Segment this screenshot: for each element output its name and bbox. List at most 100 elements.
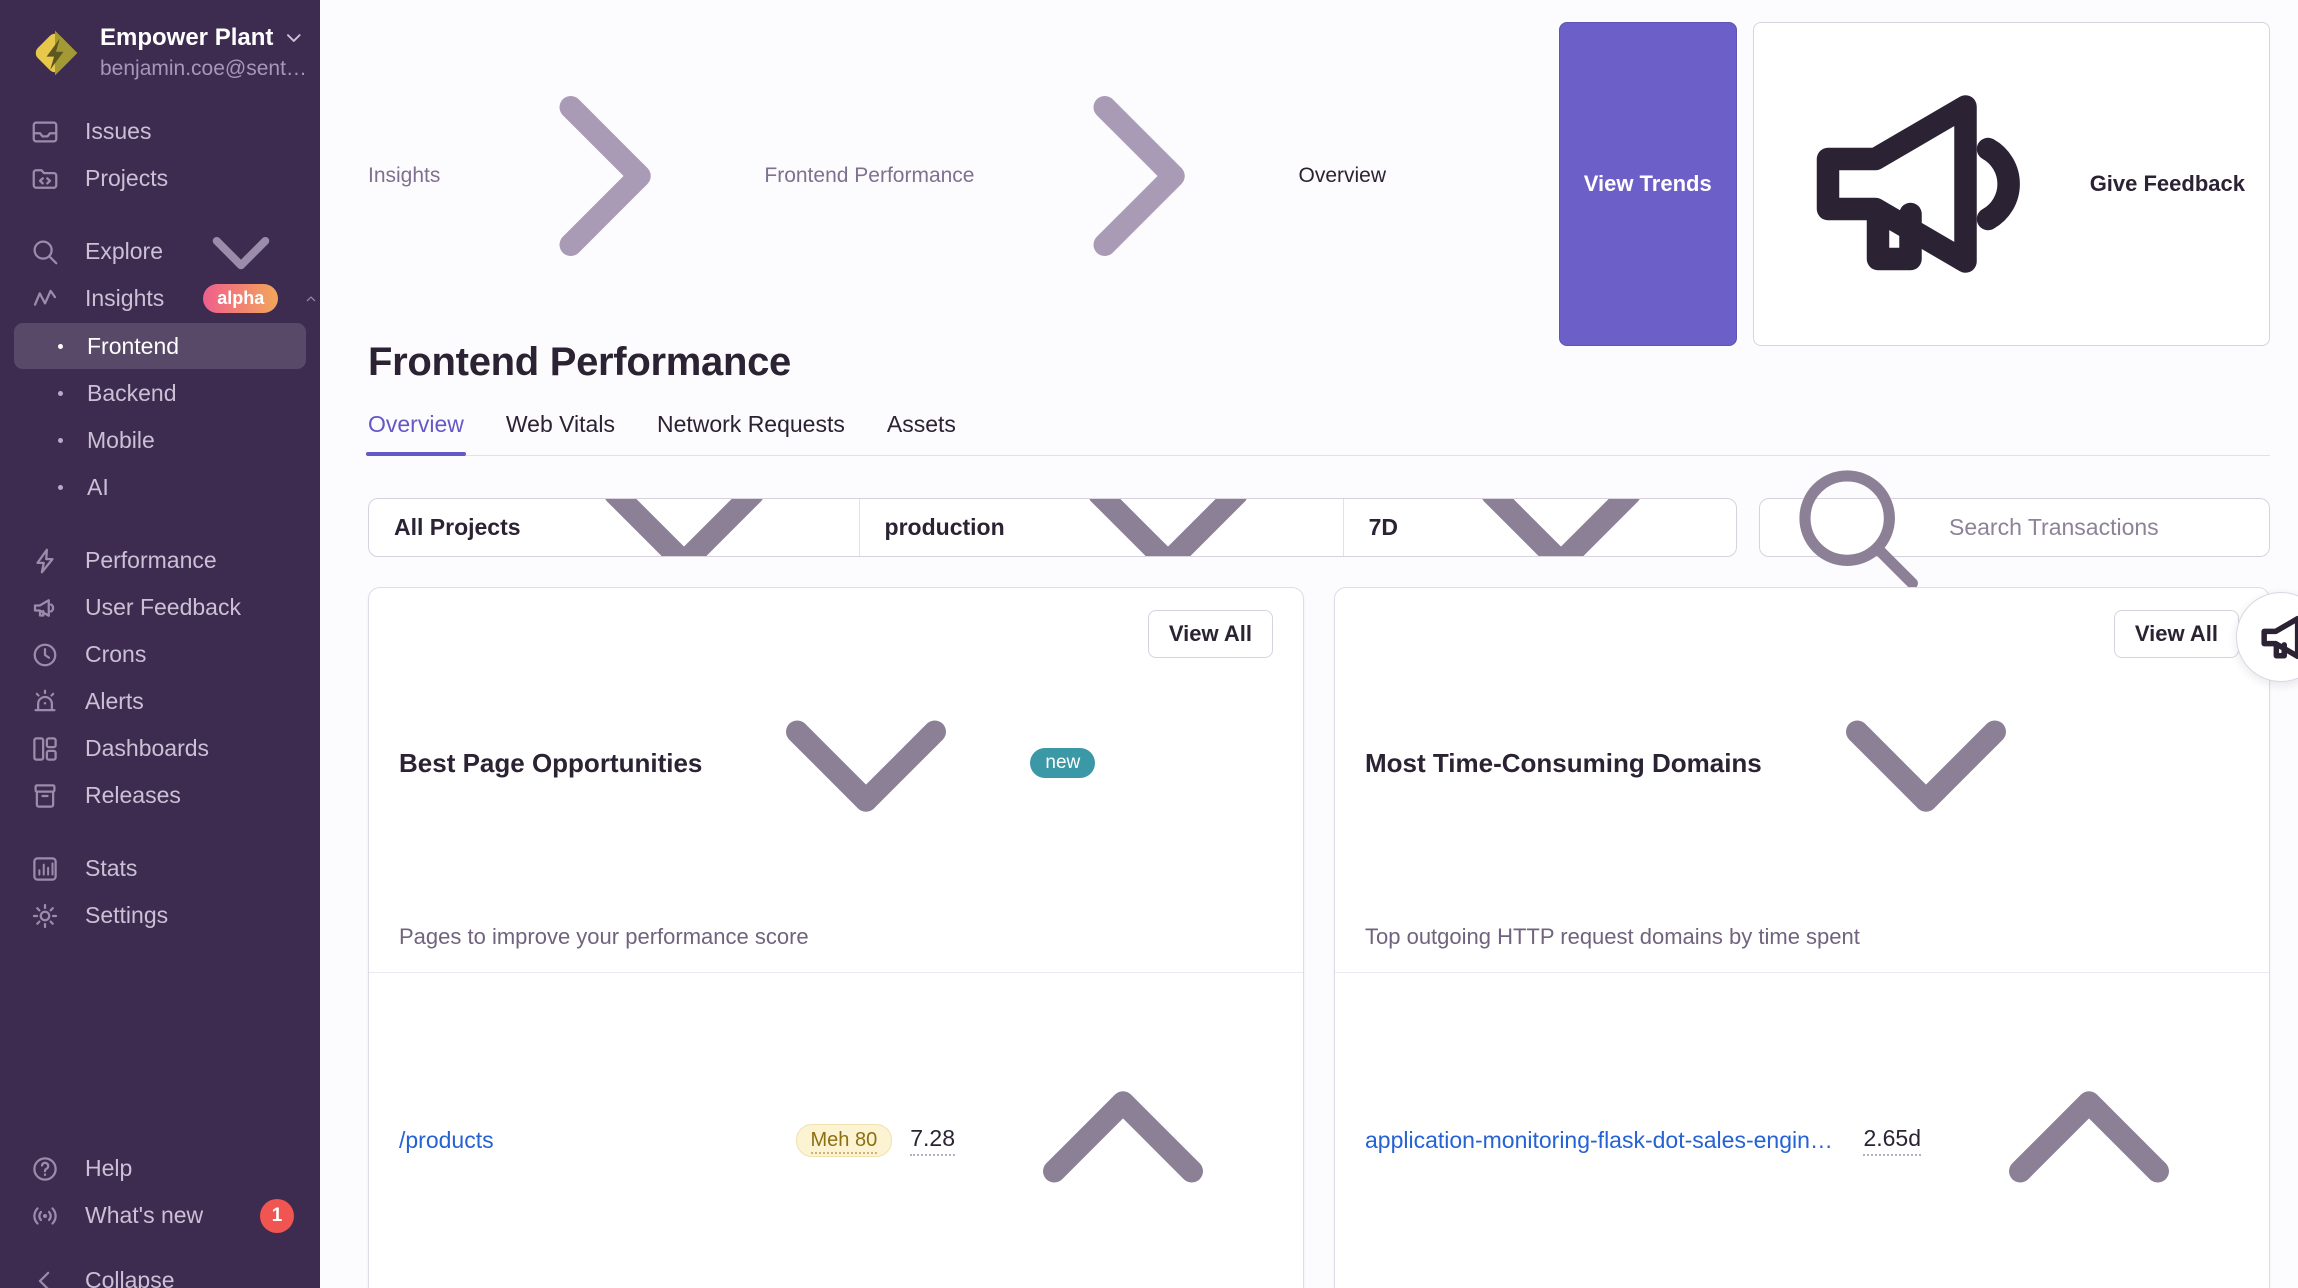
environment-filter-value: production: [884, 514, 1005, 540]
alpha-badge: alpha: [203, 284, 279, 313]
org-email: benjamin.coe@sent…: [100, 57, 307, 80]
panel-subtitle: Pages to improve your performance score: [399, 924, 809, 949]
sidebar-item-label: Performance: [85, 547, 217, 573]
chevron-up-icon[interactable]: [973, 990, 1273, 1288]
sidebar-item-label: Mobile: [87, 426, 155, 453]
tab-network-requests[interactable]: Network Requests: [656, 411, 845, 437]
tab-web-vitals[interactable]: Web Vitals: [505, 411, 615, 437]
sidebar-item-crons[interactable]: Crons: [0, 631, 320, 678]
megaphone-icon: [2252, 601, 2298, 674]
chevron-down-icon: [281, 25, 307, 51]
view-trends-label: View Trends: [1583, 171, 1712, 196]
page-header: Insights Frontend Performance Overview V…: [320, 0, 2298, 456]
bullet-icon: [58, 437, 63, 443]
page-opportunity-row: /products Meh 80 7.28: [369, 972, 1303, 1288]
page-title: Frontend Performance: [368, 340, 791, 384]
domain-time-value[interactable]: 2.65d: [1863, 1125, 1921, 1156]
chevron-down-icon: [1018, 499, 1318, 556]
insights-icon: [30, 284, 60, 314]
tab-overview[interactable]: Overview: [366, 411, 466, 456]
sidebar-item-label: Projects: [85, 165, 169, 191]
give-feedback-button[interactable]: Give Feedback: [1752, 22, 2270, 346]
bar-chart-icon: [30, 854, 60, 884]
chevron-down-icon[interactable]: [1776, 613, 2076, 913]
org-logo-icon: [26, 24, 84, 82]
tab-bar: Overview Web Vitals Network Requests Ass…: [366, 411, 2270, 456]
sidebar-item-mobile[interactable]: Mobile: [14, 417, 306, 463]
search-input[interactable]: [1947, 513, 2247, 542]
sidebar-item-frontend[interactable]: Frontend: [14, 323, 306, 369]
sidebar-item-ai[interactable]: AI: [14, 464, 306, 510]
org-switcher[interactable]: Empower Plant benjamin.coe@sent…: [0, 0, 320, 82]
sidebar-item-label: Frontend: [87, 332, 180, 359]
chevron-left-icon: [30, 1266, 60, 1288]
page-body: All Projects production 7D: [320, 470, 2298, 1288]
time-consuming-domains-panel: Most Time-Consuming Domains View All Top…: [1334, 587, 2270, 1288]
sidebar-item-issues[interactable]: Issues: [0, 108, 320, 155]
view-all-label: View All: [1168, 621, 1252, 646]
sidebar-item-performance[interactable]: Performance: [0, 537, 320, 584]
sidebar-collapse-button[interactable]: Collapse: [0, 1257, 320, 1288]
chevron-right-icon: [986, 26, 1286, 326]
megaphone-icon: [1778, 34, 2078, 334]
breadcrumb-frontend-performance[interactable]: Frontend Performance: [764, 164, 975, 187]
score-badge-label: Meh 80: [810, 1128, 878, 1154]
view-all-button[interactable]: View All: [2113, 610, 2239, 658]
score-badge[interactable]: Meh 80: [795, 1123, 893, 1157]
chevron-up-icon: [303, 291, 319, 307]
sidebar-item-stats[interactable]: Stats: [0, 845, 320, 892]
sidebar-item-insights[interactable]: Insights alpha: [0, 275, 320, 322]
chevron-up-icon[interactable]: [1939, 990, 2239, 1288]
chevron-right-icon: [452, 26, 752, 326]
view-trends-button[interactable]: View Trends: [1558, 22, 1737, 346]
gear-icon: [30, 901, 60, 931]
sidebar-item-alerts[interactable]: Alerts: [0, 678, 320, 725]
page-filter-group: All Projects production 7D: [368, 498, 1738, 557]
view-all-button[interactable]: View All: [1147, 610, 1273, 658]
sidebar-item-label: Issues: [85, 118, 152, 144]
sidebar-item-projects[interactable]: Projects: [0, 155, 320, 202]
bullet-icon: [58, 484, 63, 490]
issues-icon: [30, 117, 60, 147]
domain-row: application-monitoring-flask-dot-sales-e…: [1335, 972, 2269, 1288]
search-transactions-box: [1759, 470, 2270, 589]
bullet-icon: [58, 390, 63, 396]
sidebar-item-explore[interactable]: Explore: [0, 228, 320, 275]
opportunity-value[interactable]: 7.28: [910, 1125, 955, 1156]
project-filter[interactable]: All Projects: [369, 499, 859, 556]
sidebar-item-label: Help: [85, 1155, 133, 1181]
sidebar-item-label: Releases: [85, 782, 181, 808]
sidebar-item-label: Insights: [85, 285, 165, 311]
filter-bar: All Projects production 7D: [368, 470, 2270, 589]
sidebar-item-settings[interactable]: Settings: [0, 892, 320, 939]
sidebar-item-backend[interactable]: Backend: [14, 370, 306, 416]
sidebar-item-label: Dashboards: [85, 735, 210, 761]
environment-filter[interactable]: production: [858, 499, 1343, 556]
date-range-filter[interactable]: 7D: [1342, 499, 1736, 556]
broadcast-icon: [30, 1201, 60, 1231]
sidebar-item-label: User Feedback: [85, 594, 241, 620]
domain-link[interactable]: application-monitoring-flask-dot-sales-e…: [1365, 1126, 1846, 1153]
sidebar-item-label: Backend: [87, 379, 177, 406]
dashboard-icon: [30, 734, 60, 764]
notification-badge: 1: [260, 1198, 294, 1233]
projects-icon: [30, 164, 60, 194]
breadcrumb-insights[interactable]: Insights: [368, 164, 441, 187]
sidebar-nav: Issues Projects Explore Insights alpha F…: [0, 108, 320, 939]
sidebar-footer: Help What's new 1 Collapse: [0, 1145, 320, 1288]
page-link[interactable]: /products: [399, 1126, 494, 1153]
sidebar-item-label: Stats: [85, 855, 138, 881]
help-icon: [30, 1154, 60, 1184]
sidebar-item-help[interactable]: Help: [0, 1145, 320, 1192]
sidebar-item-releases[interactable]: Releases: [0, 772, 320, 819]
sidebar-item-label: Alerts: [85, 688, 144, 714]
sidebar-item-user-feedback[interactable]: User Feedback: [0, 584, 320, 631]
breadcrumb: Insights Frontend Performance Overview: [368, 26, 2270, 326]
sidebar-item-whats-new[interactable]: What's new 1: [0, 1192, 320, 1239]
tab-assets[interactable]: Assets: [886, 411, 956, 437]
chevron-down-icon[interactable]: [716, 613, 1016, 913]
sidebar-item-dashboards[interactable]: Dashboards: [0, 725, 320, 772]
new-badge: new: [1030, 748, 1096, 778]
breadcrumb-overview: Overview: [1298, 164, 1387, 187]
